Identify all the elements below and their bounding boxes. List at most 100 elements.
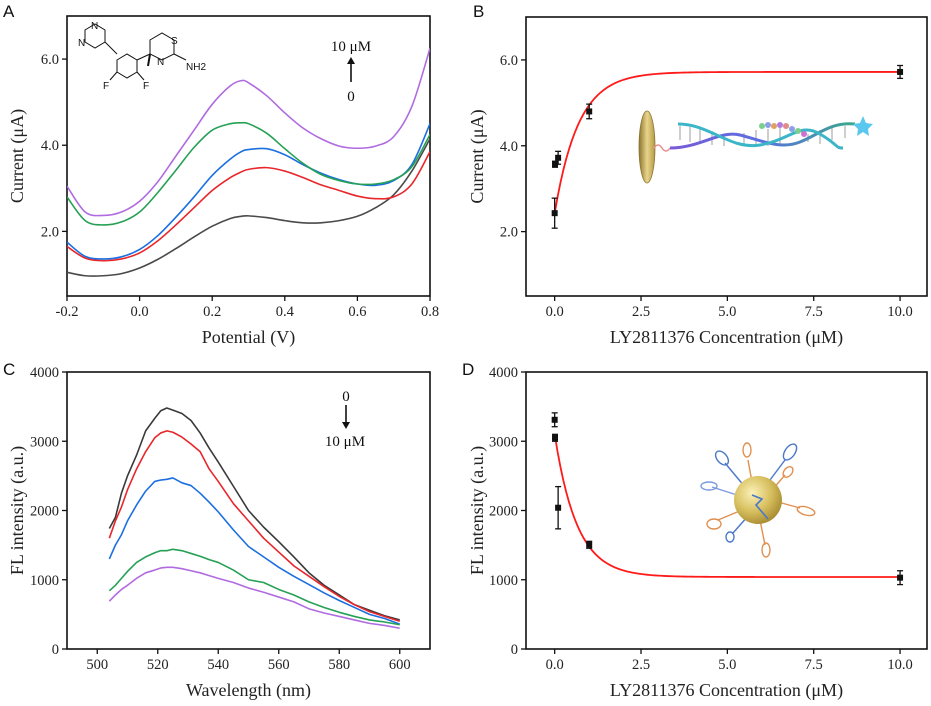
x-axis-title: LY2811376 Concentration (μM)	[610, 680, 843, 701]
thiol-linker-icon	[653, 144, 671, 152]
annotation-bottom-label: 10 μM	[325, 434, 365, 450]
fit-curve	[553, 434, 901, 578]
panel-label-d: D	[462, 360, 474, 379]
plot-frame	[525, 371, 928, 650]
x-tick-label: 0.0	[546, 304, 564, 320]
x-tick-label: 0.0	[546, 657, 564, 673]
data-point	[552, 433, 559, 442]
x-tick-label: 0.0	[131, 304, 149, 320]
series-line-c2	[67, 123, 430, 260]
data-point	[897, 570, 904, 586]
panel-b: B 0.0 2.5 5.0 7.5 10.0 2.0 4.0 6.0 LY2811376 Con…	[467, 2, 928, 348]
y-tick-label: 4000	[30, 365, 59, 381]
atom-label: F	[143, 81, 149, 92]
panel-d: D 0.0 2.5 5.0 7.5 10.0 0 1000 2000 3000 4000 LY281…	[462, 360, 928, 701]
series-line-c3	[67, 121, 430, 226]
x-axis-title: LY2811376 Concentration (μM)	[610, 327, 843, 348]
x-axis-title: Potential (V)	[202, 327, 295, 348]
x-tick-label: 0.8	[421, 304, 439, 320]
x-tick-label: 7.5	[805, 304, 823, 320]
annotation-top-label: 10 μM	[331, 39, 371, 55]
x-tick-label: 0.2	[203, 304, 221, 320]
data-point	[555, 485, 562, 530]
arrowhead-icon	[347, 57, 355, 64]
series-line-0	[108, 407, 400, 621]
point-marker	[897, 574, 904, 581]
molecule-structure-inset	[84, 23, 187, 81]
panel-a-axes: -0.2 0.0 0.2 0.4 0.6 0.8 2.0 4.0 6.0 Potential (V…	[7, 15, 439, 348]
y-tick-label: 2.0	[41, 224, 59, 240]
point-marker	[555, 504, 562, 511]
data-point	[586, 540, 593, 549]
y-axis-title: Current (μA)	[7, 109, 28, 203]
series-line-c3	[108, 548, 400, 626]
dna-strand-2	[677, 122, 844, 150]
plot-frame	[66, 15, 431, 297]
annotation-top-label: 0	[342, 389, 350, 405]
atom-label: NH2	[186, 62, 206, 73]
atom-label: S	[171, 36, 178, 47]
data-point	[552, 160, 559, 168]
y-tick-label: 4000	[489, 365, 518, 381]
atom-label: N	[157, 57, 164, 68]
y-axis-title: FL intensity (a.u.)	[467, 446, 488, 575]
x-tick-label: 2.5	[632, 657, 650, 673]
arrowhead-icon	[342, 422, 350, 429]
point-marker	[897, 68, 904, 75]
panel-c-series	[108, 407, 401, 630]
panel-label-b: B	[473, 2, 484, 21]
panel-d-axes: 0.0 2.5 5.0 7.5 10.0 0 1000 2000 3000 4000 LY28113…	[467, 365, 928, 701]
panel-c: C 500 520 540 560 580 600 0 1000 2000 3000 4000 Wav…	[3, 360, 431, 701]
y-axis-title: FL intensity (a.u.)	[7, 446, 28, 575]
point-marker	[586, 108, 593, 115]
x-tick-label: 0.6	[348, 304, 366, 320]
fluorophore-star-icon	[853, 116, 873, 136]
panel-b-axes: 0.0 2.5 5.0 7.5 10.0 2.0 4.0 6.0 LY2811376 Conce…	[467, 16, 928, 348]
dna-electrode-inset	[638, 110, 873, 184]
plot-frame	[525, 16, 928, 297]
point-marker	[586, 541, 593, 548]
x-tick-label: 7.5	[805, 657, 823, 673]
y-tick-label: 0	[52, 642, 59, 658]
y-tick-label: 3000	[30, 434, 59, 450]
x-tick-label: 5.0	[718, 304, 736, 320]
x-tick-label: 560	[268, 657, 290, 673]
y-tick-label: 4.0	[41, 138, 59, 154]
x-axis-title: Wavelength (nm)	[186, 680, 311, 701]
data-point	[897, 64, 904, 80]
series-line-10-μM	[108, 566, 400, 630]
atom-label: F	[103, 81, 109, 92]
panel-c-axes: 500 520 540 560 580 600 0 1000 2000 3000 4000 Wavel…	[7, 365, 431, 701]
atom-label: N	[91, 21, 98, 32]
panel-a-series	[67, 48, 430, 277]
x-tick-label: 600	[389, 657, 411, 673]
data-point	[555, 150, 562, 165]
y-tick-label: 6.0	[500, 53, 518, 69]
series-line-c1	[67, 151, 430, 262]
x-tick-label: 520	[147, 657, 169, 673]
nanoparticle-inset	[700, 442, 816, 558]
gold-electrode-icon	[638, 110, 656, 184]
y-tick-label: 2.0	[500, 225, 518, 241]
x-tick-label: 10.0	[887, 657, 912, 673]
data-point	[586, 103, 593, 120]
point-marker	[552, 434, 559, 441]
aptamer-beads	[759, 122, 807, 137]
panel-label-a: A	[3, 2, 15, 21]
x-tick-label: 5.0	[718, 657, 736, 673]
y-tick-label: 4.0	[500, 139, 518, 155]
y-tick-label: 2000	[30, 504, 59, 520]
panel-label-c: C	[3, 360, 15, 379]
series-line-0	[67, 138, 430, 277]
x-tick-label: 580	[328, 657, 350, 673]
x-tick-label: 540	[207, 657, 229, 673]
y-tick-label: 1000	[489, 573, 518, 589]
point-marker	[551, 416, 558, 423]
series-line-c1	[108, 430, 400, 623]
panel-a: A -0.2 0.0 0.2 0.4 0.6 0.8 2.0 4.0 6.0 Potential …	[3, 2, 439, 348]
annotation-bottom-label: 0	[347, 89, 355, 105]
y-tick-label: 3000	[489, 434, 518, 450]
concentration-annotation-a: 10 μM 0	[331, 39, 371, 105]
series-line-c2	[108, 477, 401, 625]
